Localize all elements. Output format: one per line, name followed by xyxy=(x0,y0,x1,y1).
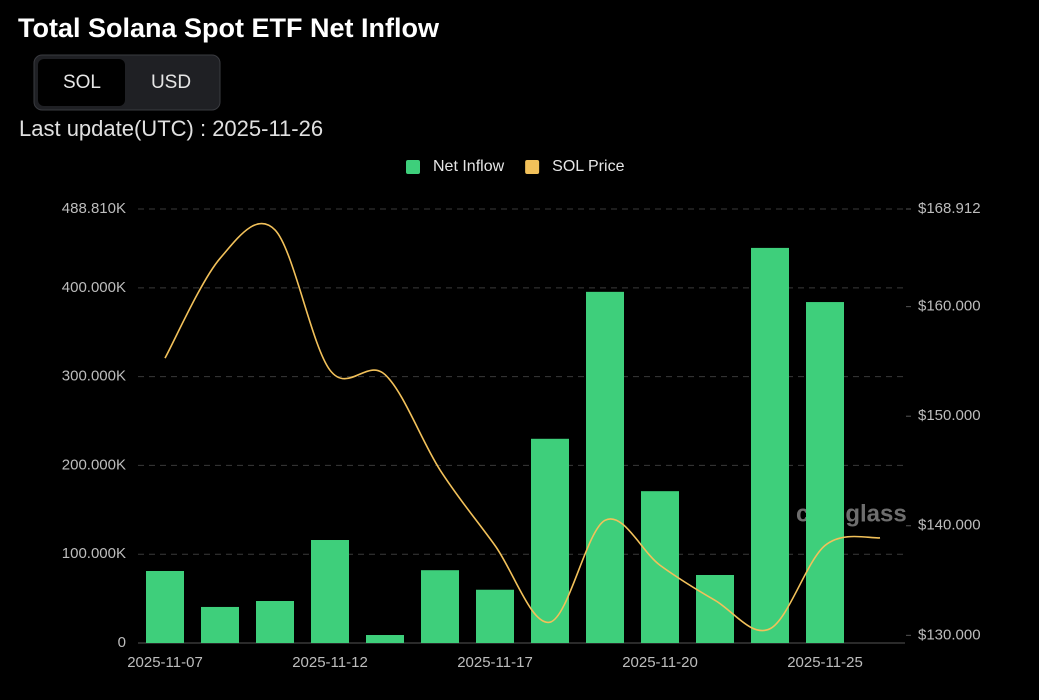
bar xyxy=(146,570,184,643)
bar xyxy=(311,540,349,643)
price-line xyxy=(164,222,881,632)
x-tick-label: 2025-11-25 xyxy=(787,654,863,671)
bar xyxy=(476,589,514,643)
toggle-label[interactable]: USD xyxy=(151,72,191,93)
x-tick-label: 2025-11-12 xyxy=(292,654,368,671)
bar xyxy=(806,302,844,643)
bar xyxy=(751,247,789,643)
y2-tick-label: $130.000 xyxy=(918,626,981,643)
chart-title: Total Solana Spot ETF Net Inflow xyxy=(18,13,440,43)
legend-swatch[interactable] xyxy=(406,160,420,174)
bar xyxy=(256,601,294,643)
y2-tick-label: $140.000 xyxy=(918,517,981,534)
y-tick-label: 300.000K xyxy=(62,368,126,385)
bar xyxy=(531,438,569,643)
legend-swatch[interactable] xyxy=(525,160,540,174)
y-tick-label: 400.000K xyxy=(62,279,126,296)
y-tick-label: 488.810K xyxy=(62,200,126,217)
y-tick-label: 200.000K xyxy=(62,456,126,473)
bar xyxy=(696,574,734,643)
bar xyxy=(366,635,404,643)
y2-tick-label: $160.000 xyxy=(918,298,981,315)
bar xyxy=(421,570,459,643)
y-tick-label: 100.000K xyxy=(62,545,126,562)
x-tick-label: 2025-11-17 xyxy=(457,654,533,671)
bar xyxy=(586,291,624,643)
x-tick-label: 2025-11-07 xyxy=(127,654,203,671)
legend-label[interactable]: Net Inflow xyxy=(433,158,505,175)
toggle-label[interactable]: SOL xyxy=(63,72,101,93)
x-tick-label: 2025-11-20 xyxy=(622,654,698,671)
legend-label[interactable]: SOL Price xyxy=(552,158,624,175)
y2-tick-label: $150.000 xyxy=(918,407,981,424)
last-update: Last update(UTC) : 2025-11-26 xyxy=(19,116,323,141)
bar xyxy=(201,606,239,643)
bar xyxy=(641,491,679,643)
y2-tick-label: $168.912 xyxy=(918,200,981,217)
toggle-button[interactable] xyxy=(38,59,125,106)
y-tick-label: 0 xyxy=(118,634,126,651)
